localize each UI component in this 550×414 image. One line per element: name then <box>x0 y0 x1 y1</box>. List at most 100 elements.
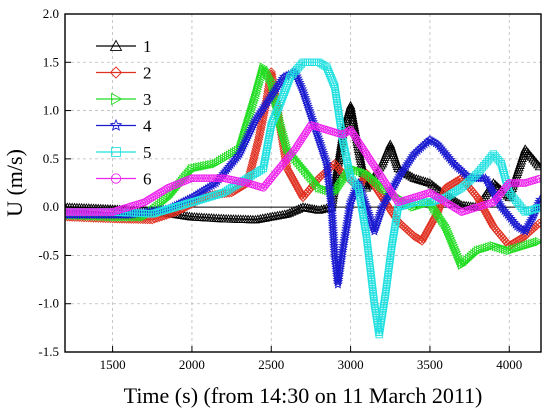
data-point <box>443 199 452 208</box>
data-point <box>489 241 499 251</box>
x-tick-label: 1500 <box>100 357 126 372</box>
data-point <box>510 244 519 254</box>
data-point <box>296 137 305 146</box>
data-point <box>178 201 187 209</box>
data-point <box>407 172 417 181</box>
data-point <box>291 145 299 154</box>
data-point <box>313 132 324 142</box>
data-point <box>411 173 422 183</box>
legend-label: 6 <box>143 170 152 189</box>
data-point <box>142 197 151 205</box>
data-point <box>514 162 524 172</box>
data-point <box>447 156 458 166</box>
data-point <box>439 146 450 157</box>
x-tick-label: 2500 <box>258 357 284 372</box>
data-point <box>202 160 212 171</box>
data-point <box>403 169 413 179</box>
data-point <box>144 196 153 204</box>
data-point <box>505 245 515 256</box>
data-point <box>298 88 309 98</box>
data-point <box>341 145 349 153</box>
data-point <box>449 178 459 188</box>
data-point <box>387 188 396 197</box>
x-tick-label: 2000 <box>179 357 205 372</box>
legend: 1 2 3 4 5 6 <box>96 37 152 189</box>
data-point <box>200 174 208 183</box>
data-point <box>473 245 483 256</box>
data-point <box>150 209 159 217</box>
data-point <box>350 132 359 140</box>
data-point <box>532 220 541 230</box>
data-point <box>294 77 305 87</box>
data-point <box>354 138 363 146</box>
data-point <box>371 182 381 193</box>
data-point <box>379 176 388 185</box>
data-point <box>343 160 352 168</box>
data-point <box>530 238 540 248</box>
data-point <box>285 170 296 180</box>
legend-item-4: 4 <box>96 117 152 136</box>
data-point <box>361 148 369 156</box>
data-point <box>284 208 295 217</box>
data-point <box>382 180 391 189</box>
data-point <box>437 196 446 204</box>
data-point <box>205 174 213 183</box>
data-point <box>485 242 494 252</box>
data-point <box>313 134 324 144</box>
legend-label: 4 <box>143 117 152 136</box>
data-point <box>367 158 376 166</box>
data-point <box>301 97 312 107</box>
legend-item-2: 2 <box>96 64 152 83</box>
data-point <box>284 168 295 178</box>
data-point <box>426 188 434 197</box>
series-6 <box>65 121 541 216</box>
legend-label: 5 <box>143 143 152 162</box>
data-point <box>512 167 523 176</box>
data-point <box>152 191 161 199</box>
data-point <box>523 240 533 250</box>
data-point <box>386 186 395 195</box>
data-point <box>193 162 202 173</box>
data-point <box>372 184 382 195</box>
data-point <box>319 61 327 69</box>
data-point <box>496 201 507 212</box>
data-point <box>330 80 338 88</box>
data-point <box>291 205 301 214</box>
data-point <box>333 157 344 167</box>
data-point <box>532 237 541 248</box>
data-point <box>454 186 462 194</box>
data-point <box>293 141 302 150</box>
data-point <box>292 182 302 192</box>
data-point <box>301 188 311 199</box>
data-point <box>349 130 358 138</box>
data-point <box>342 155 351 163</box>
data-point <box>515 160 525 169</box>
data-point <box>440 148 451 159</box>
data-point <box>475 196 485 207</box>
data-point <box>204 160 214 170</box>
data-point <box>153 208 161 217</box>
data-point <box>318 147 329 157</box>
data-point <box>295 79 306 90</box>
data-point <box>300 131 309 139</box>
data-point <box>321 156 331 166</box>
data-point <box>345 167 353 175</box>
data-point <box>487 241 497 252</box>
data-point <box>197 174 206 183</box>
data-point <box>314 136 325 146</box>
data-point <box>428 190 436 198</box>
data-point <box>445 154 456 165</box>
legend-item-3: 3 <box>96 90 152 109</box>
data-point <box>483 211 493 221</box>
data-point <box>504 241 514 251</box>
data-point <box>357 142 366 150</box>
data-point <box>490 179 500 189</box>
data-point <box>319 184 329 194</box>
data-point <box>409 231 419 241</box>
data-point <box>156 188 165 197</box>
data-point <box>317 183 327 194</box>
data-point <box>344 164 353 173</box>
data-point <box>154 190 163 198</box>
data-point <box>515 158 526 167</box>
y-tick-label: -1.5 <box>38 344 59 359</box>
